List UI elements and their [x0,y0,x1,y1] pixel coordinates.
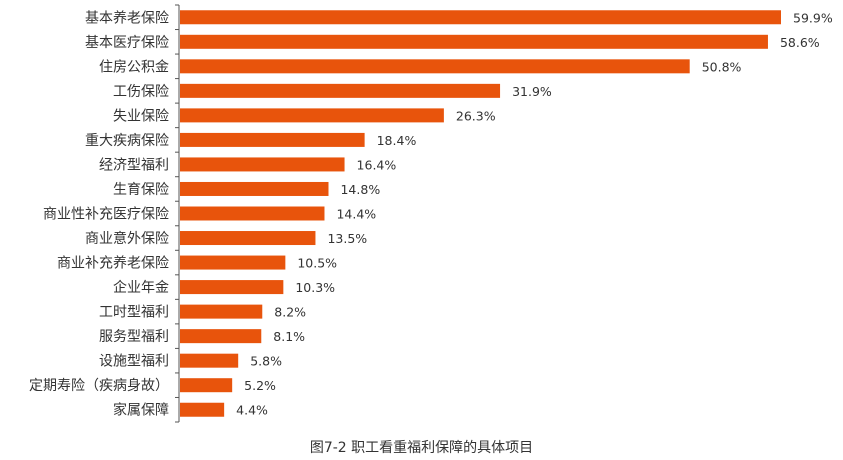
bar [180,157,345,172]
category-label: 服务型福利 [99,329,169,345]
bar [180,329,262,344]
value-label: 59.9% [793,10,833,25]
chart-caption: 图7-2 职工看重福利保障的具体项目 [309,440,534,456]
bar [180,132,365,147]
value-label: 10.5% [297,256,337,271]
category-label: 商业性补充医疗保险 [43,207,169,223]
value-label: 8.1% [273,329,305,344]
value-label: 8.2% [274,305,306,320]
category-label: 住房公积金 [99,59,169,75]
bar [180,280,284,295]
bar [180,108,444,123]
value-label: 13.5% [327,231,367,246]
category-label: 工伤保险 [113,84,169,100]
bar [180,83,501,98]
bar [180,231,316,246]
category-label: 定期寿险（疾病身故） [29,377,169,394]
value-label: 58.6% [780,35,820,50]
category-label: 企业年金 [113,279,169,296]
value-label: 14.4% [336,207,376,222]
category-label: 设施型福利 [99,354,169,370]
bar [180,402,225,417]
value-label: 4.4% [236,403,268,418]
value-label: 50.8% [702,59,742,74]
bar [180,34,768,49]
category-label: 重大疾病保险 [85,133,169,149]
category-label: 失业保险 [113,108,169,124]
bar [180,10,781,25]
value-label: 26.3% [456,108,496,123]
value-label: 16.4% [357,157,397,172]
bar [180,206,325,221]
value-label: 31.9% [512,84,552,99]
value-label: 10.3% [295,280,335,295]
bar [180,353,239,368]
value-label: 5.2% [244,378,276,393]
bar [180,181,329,196]
bar [180,304,263,319]
category-label: 商业意外保险 [85,230,169,247]
category-label: 生育保险 [113,182,169,198]
category-label: 家属保障 [113,402,169,419]
bar [180,378,233,393]
value-label: 14.8% [340,182,380,197]
value-label: 5.8% [250,354,282,369]
category-label: 基本养老保险 [85,9,169,26]
category-label: 基本医疗保险 [85,34,169,51]
value-label: 18.4% [377,133,417,148]
bar [180,59,690,74]
category-label: 工时型福利 [99,305,169,321]
bar [180,255,286,270]
category-label: 经济型福利 [99,157,169,173]
category-label: 商业补充养老保险 [57,256,169,272]
